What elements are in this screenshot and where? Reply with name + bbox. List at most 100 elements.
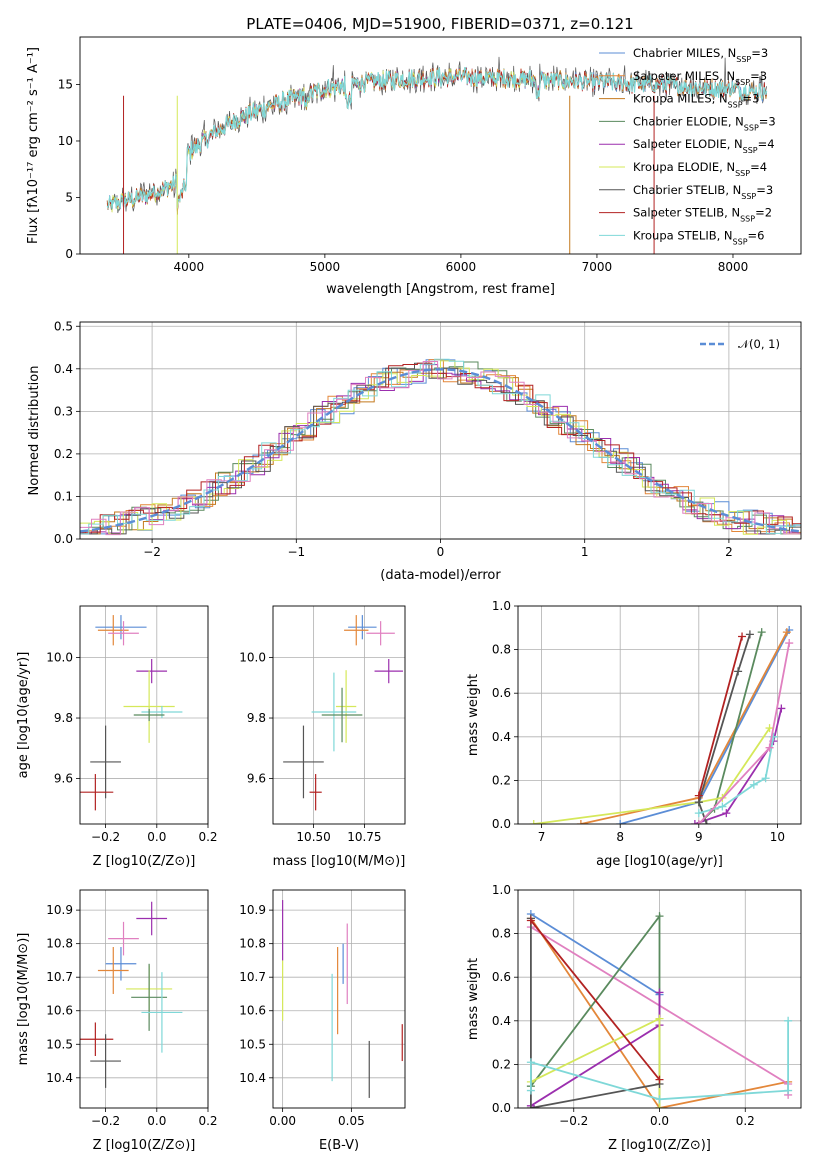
plot-area — [282, 900, 403, 1098]
y-tick-label: 1.0 — [492, 883, 511, 897]
plus-marker — [757, 628, 766, 637]
plus-marker — [616, 820, 625, 824]
x-tick-label: 0 — [437, 545, 445, 559]
x-tick-label: 6000 — [446, 260, 477, 274]
plot-area — [80, 901, 183, 1088]
panel-residual-histogram: −2 −1 0 1 2 0.0 0.1 0.2 0.3 0.4 0.5 𝒩(0, 1) (data-mo… — [27, 319, 802, 583]
x-axis-label: (data-model)/error — [380, 568, 501, 583]
x-tick-label: 0.05 — [338, 1114, 365, 1128]
plus-marker — [785, 639, 794, 648]
y-tick-label: 0.2 — [492, 1057, 511, 1071]
legend-subscript: SSP — [733, 237, 748, 246]
x-tick-label: 2 — [725, 545, 733, 559]
cumulative-line — [619, 629, 790, 824]
legend-value: =3 — [743, 92, 760, 106]
axes-frame — [79, 605, 209, 825]
plus-marker — [655, 1104, 664, 1108]
panel-age-vs-mass: 10.50 10.75 9.6 9.8 10.0 mass [log10(M/M⊙)] — [239, 605, 406, 869]
legend-subscript: SSP — [735, 169, 750, 178]
plus-marker — [784, 1086, 793, 1095]
legend-subscript: SSP — [735, 77, 750, 86]
plus-marker — [655, 1095, 664, 1104]
axes-frame — [79, 321, 802, 540]
panel-spectrum: 4000 5000 6000 7000 8000 0 5 10 15 Chabrier MILES… — [26, 36, 802, 297]
plot-area — [529, 625, 794, 824]
legend-value: =3 — [751, 46, 768, 60]
legend-subscript: SSP — [741, 191, 756, 200]
plus-marker — [745, 630, 754, 639]
x-tick-label: 10.75 — [347, 830, 381, 844]
cumulative-line — [530, 918, 660, 1108]
y-tick-label: 10.4 — [46, 1071, 73, 1085]
y-tick-label: 10.8 — [46, 937, 73, 951]
legend-value: =4 — [758, 137, 775, 151]
plus-marker — [655, 1014, 664, 1023]
plus-marker — [761, 774, 770, 783]
plus-marker — [529, 820, 538, 824]
legend-entry: Kroupa STELIB, NSSP=6 — [633, 228, 764, 246]
plus-marker — [655, 912, 664, 921]
y-tick-label: 9.6 — [247, 772, 266, 786]
x-tick-label: 7000 — [582, 260, 613, 274]
cumulative-line — [530, 917, 789, 1108]
plus-marker — [718, 802, 727, 811]
y-tick-label: 10.4 — [239, 1071, 266, 1085]
x-tick-label: 8000 — [718, 260, 749, 274]
y-axis-label: mass weight — [466, 958, 481, 1040]
y-axis-label: Flux [fλ10⁻¹⁷ erg cm⁻² s⁻¹ A⁻¹] — [26, 47, 41, 244]
y-tick-label: 10.6 — [46, 1004, 73, 1018]
y-axis-label: age [log10(age/yr)] — [16, 652, 31, 779]
x-axis-label: E(B-V) — [319, 1138, 359, 1153]
cumulative-line — [697, 636, 743, 796]
cumulative-line — [530, 992, 661, 1107]
axes-frame — [517, 605, 802, 825]
y-tick-label: 0.2 — [54, 447, 73, 461]
legend-value: =3 — [759, 114, 776, 128]
plot-area — [80, 615, 183, 811]
plot-area — [80, 358, 801, 536]
y-tick-label: 0 — [65, 247, 73, 261]
legend-entry: Chabrier ELODIE, NSSP=3 — [633, 114, 776, 131]
y-tick-label: 0.5 — [54, 319, 73, 333]
plus-marker — [765, 743, 774, 752]
y-tick-label: 10.5 — [46, 1037, 73, 1051]
legend-subscript: SSP — [740, 214, 755, 223]
y-tick-label: 0.8 — [492, 927, 511, 941]
x-tick-label: 0.0 — [147, 830, 166, 844]
plus-marker — [526, 1086, 535, 1095]
y-axis-label: mass weight — [466, 674, 481, 756]
x-tick-label: 4000 — [174, 260, 205, 274]
plus-marker — [526, 916, 535, 925]
cumulative-line — [530, 913, 660, 996]
y-tick-label: 15 — [58, 77, 73, 91]
plus-marker — [782, 628, 791, 637]
y-tick-label: 10.0 — [46, 650, 73, 664]
legend-entry: Chabrier MILES, NSSP=3 — [633, 46, 768, 64]
y-tick-label: 0.4 — [54, 362, 73, 376]
axes-frame — [517, 889, 802, 1109]
panel-age-vs-metallicity: −0.2 0.0 0.2 9.6 9.8 10.0 Z [log10(Z/Z⊙)] age [… — [16, 605, 218, 869]
histogram-chabrier-stelib — [80, 362, 801, 535]
y-axis-label: Normed distribution — [27, 366, 42, 496]
plus-marker — [722, 809, 731, 818]
x-tick-label: −0.2 — [559, 1114, 588, 1128]
spectrum-line-kroupa-stelib — [106, 67, 768, 210]
axes-frame — [79, 36, 802, 255]
gaussian-reference-line — [80, 368, 801, 533]
y-tick-label: 0.2 — [492, 773, 511, 787]
y-tick-label: 10.5 — [239, 1037, 266, 1051]
y-tick-label: 0.0 — [54, 532, 73, 546]
figure-title: PLATE=0406, MJD=51900, FIBERID=0371, z=0… — [246, 15, 633, 33]
panel-mass-vs-metallicity: −0.2 0.0 0.2 10.4 10.5 10.6 10.7 10.8 10.9 Z [log… — [16, 889, 218, 1153]
x-tick-label: 8 — [616, 830, 624, 844]
cumulative-line — [698, 631, 763, 824]
plus-marker — [655, 988, 664, 997]
plot-area — [106, 56, 768, 254]
histogram-salpeter-elodie — [80, 364, 801, 535]
plus-marker — [738, 632, 747, 641]
legend-value: =2 — [755, 206, 772, 220]
legend-subscript: SSP — [744, 123, 759, 132]
plus-marker — [655, 1075, 664, 1084]
histogram-kroupa-stelib — [80, 358, 801, 535]
x-axis-label: Z [log10(Z/Z⊙)] — [93, 1138, 196, 1153]
